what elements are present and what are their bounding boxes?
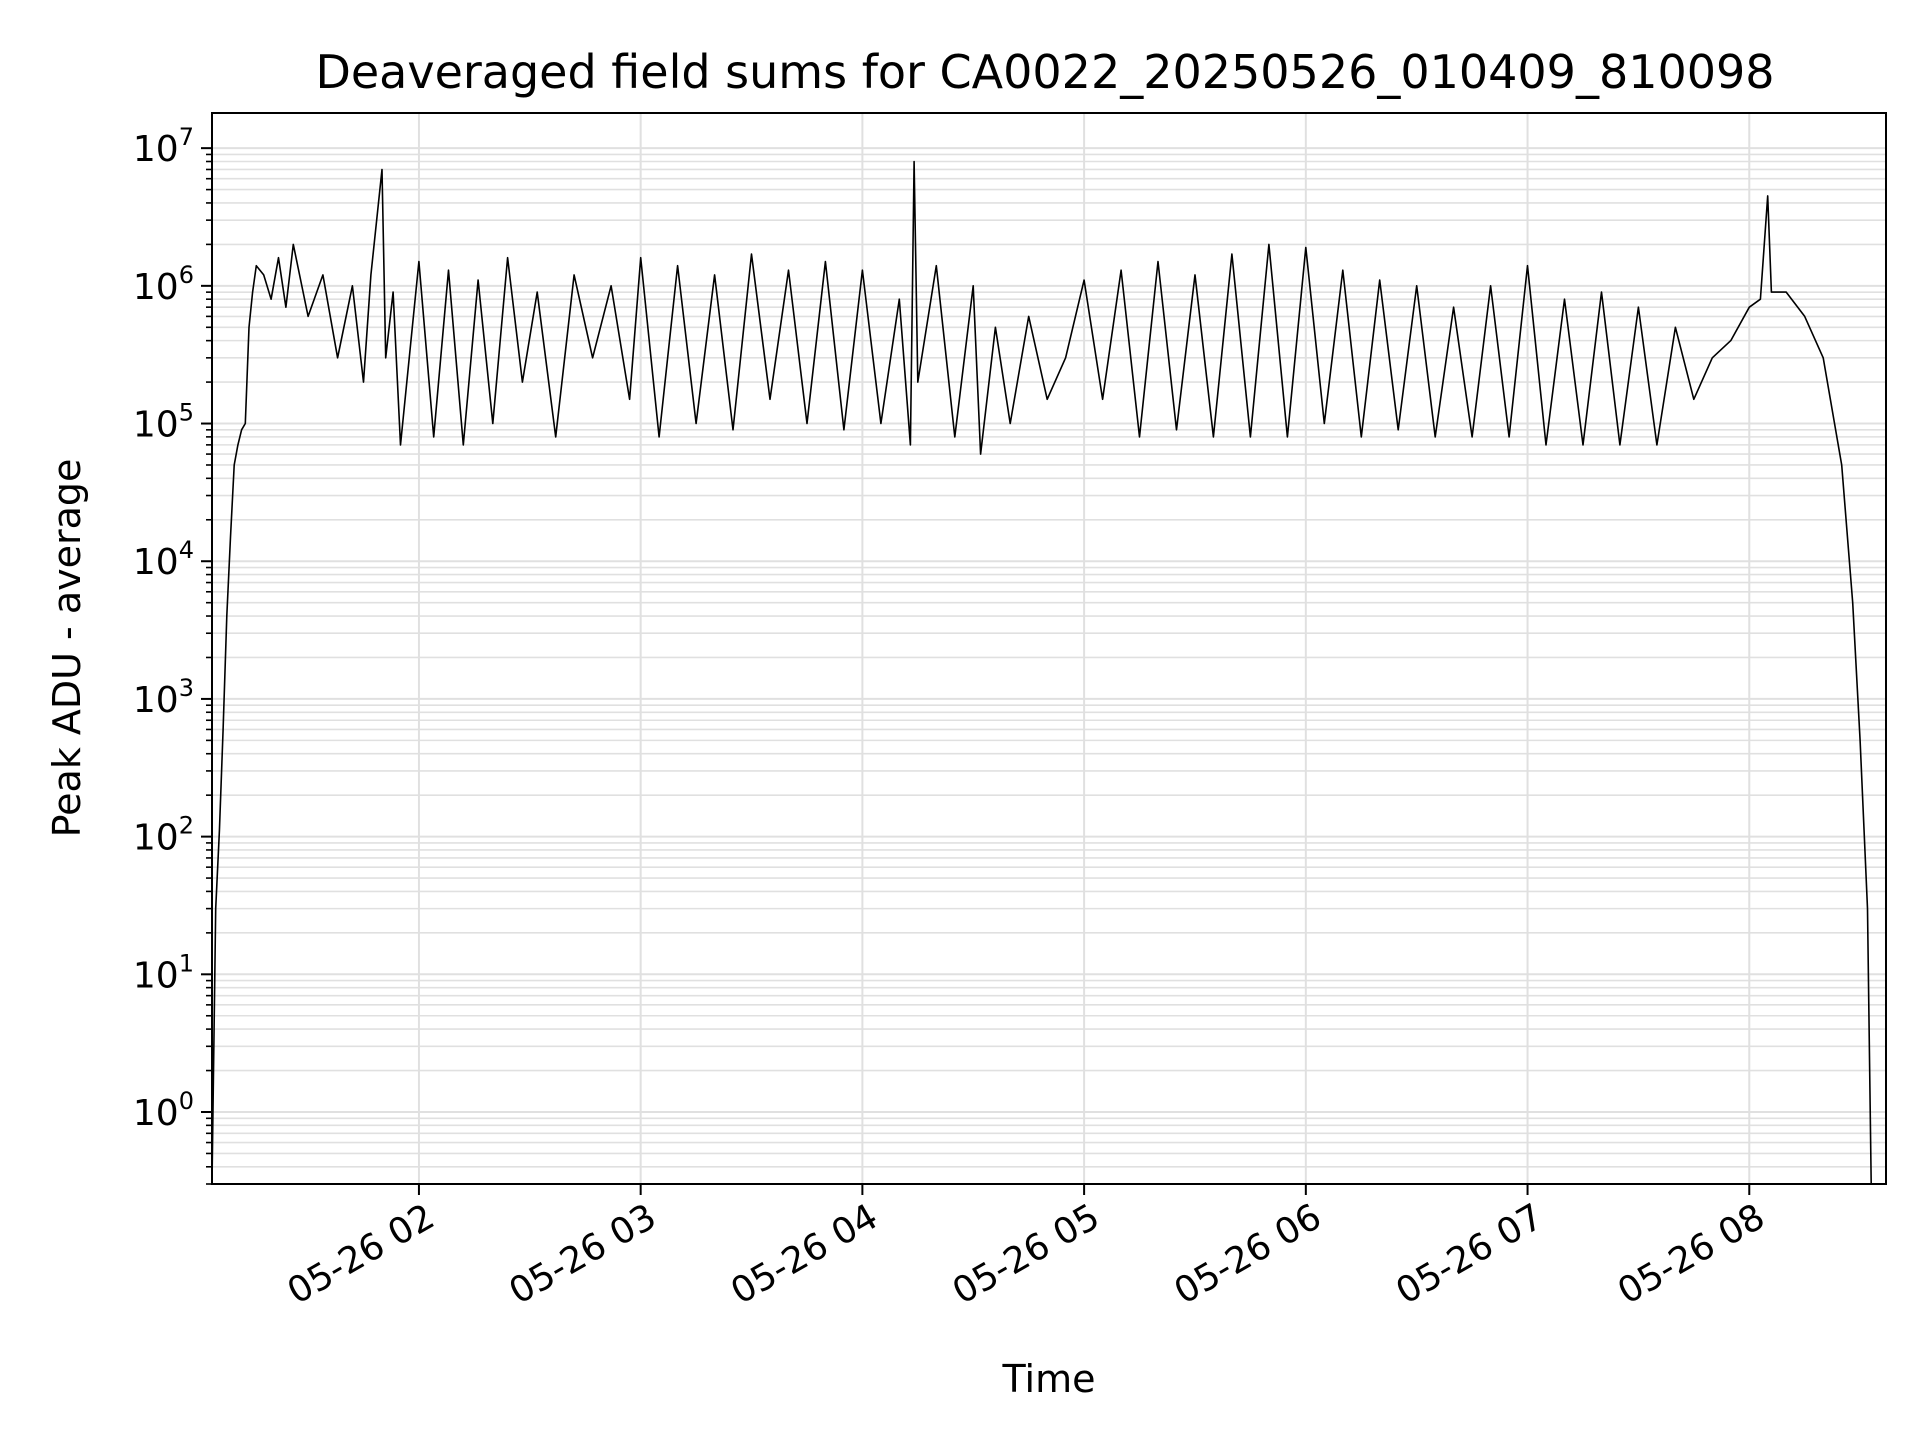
- y-tick-label: 105: [133, 399, 194, 446]
- chart-title: Deaveraged field sums for CA0022_2025052…: [315, 45, 1774, 99]
- x-tick-label: 05-26 08: [1611, 1196, 1772, 1312]
- y-tick-label: 101: [133, 949, 194, 996]
- x-tick-label: 05-26 04: [724, 1196, 885, 1312]
- series-line-0: [211, 160, 1872, 1185]
- x-axis: 05-26 02 05-26 03 05-26 04 05-26 05 05-26 06…: [281, 1184, 1772, 1313]
- y-axis: 100 101 102 103 104 105 106 107: [133, 123, 212, 1185]
- y-tick-label: 107: [133, 123, 194, 170]
- y-tick-label: 106: [133, 261, 194, 308]
- y-tick-label: 102: [133, 812, 194, 859]
- plot-frame: [211, 112, 1887, 1185]
- y-tick-label: 100: [133, 1087, 194, 1134]
- y-tick-label: 103: [133, 674, 194, 721]
- x-axis-label: Time: [1002, 1357, 1096, 1401]
- x-tick-label: 05-26 06: [1168, 1196, 1329, 1312]
- x-tick-label: 05-26 02: [281, 1196, 442, 1312]
- x-tick-label: 05-26 05: [946, 1196, 1107, 1312]
- y-axis-label: Peak ADU - average: [45, 459, 89, 838]
- x-tick-label: 05-26 03: [502, 1196, 663, 1312]
- series-area: [211, 160, 1872, 1185]
- grid: [212, 113, 1886, 1185]
- x-tick-label: 05-26 07: [1389, 1196, 1550, 1312]
- y-tick-label: 104: [133, 536, 194, 583]
